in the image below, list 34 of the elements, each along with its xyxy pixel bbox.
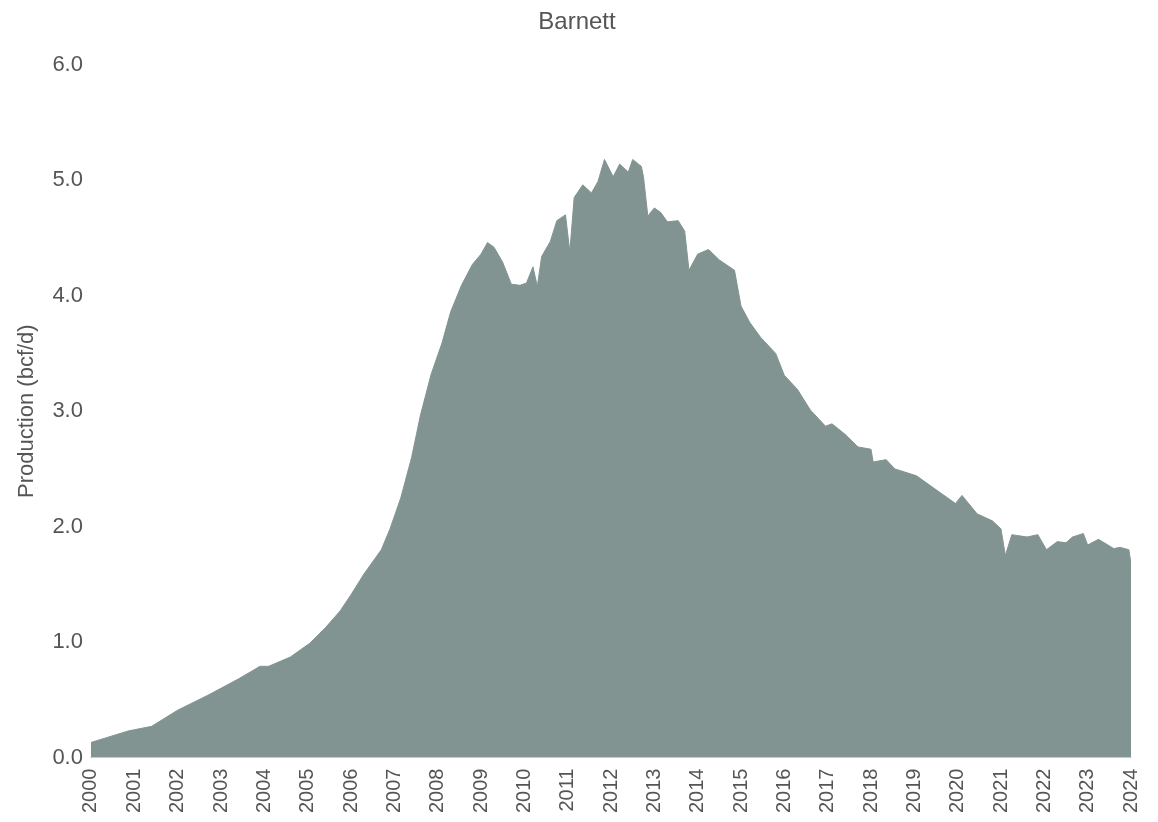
x-tick-label: 2010 (511, 768, 534, 814)
x-tick-label: 2019 (901, 768, 924, 814)
x-tick-label: 2001 (121, 768, 144, 814)
y-tick-label: 6.0 (52, 50, 83, 76)
x-tick-label: 2009 (468, 768, 491, 814)
x-tick-label: 2011 (555, 768, 578, 812)
x-tick-label: 2013 (641, 768, 664, 814)
y-axis-title: Production (bcf/d) (13, 324, 39, 498)
x-tick-label: 2015 (728, 768, 751, 814)
x-tick-label: 2007 (381, 768, 404, 814)
x-tick-label: 2018 (858, 768, 881, 814)
y-tick-label: 5.0 (52, 166, 83, 192)
y-tick-label: 0.0 (52, 743, 83, 769)
x-tick-label: 2005 (295, 768, 318, 814)
x-tick-label: 2012 (598, 768, 621, 814)
y-tick-label: 3.0 (52, 397, 83, 423)
x-tick-label: 2008 (425, 768, 448, 814)
x-tick-label: 2022 (1031, 768, 1054, 814)
x-tick-label: 2017 (815, 768, 838, 814)
x-tick-label: 2014 (685, 768, 708, 814)
x-tick-label: 2006 (338, 768, 361, 814)
x-tick-label: 2002 (165, 768, 188, 814)
x-tick-label: 2016 (771, 768, 794, 814)
y-tick-label: 2.0 (52, 512, 83, 538)
x-tick-label: 2024 (1118, 768, 1141, 814)
y-tick-label: 4.0 (52, 281, 83, 307)
x-tick-label: 2020 (945, 768, 968, 814)
x-tick-label: 2023 (1075, 768, 1098, 814)
x-tick-label: 2021 (988, 768, 1011, 814)
x-tick-label: 2003 (208, 768, 231, 814)
x-tick-label: 2000 (78, 768, 101, 814)
y-tick-label: 1.0 (52, 628, 83, 654)
chart-title: Barnett (538, 7, 617, 35)
x-tick-label: 2004 (251, 768, 274, 814)
